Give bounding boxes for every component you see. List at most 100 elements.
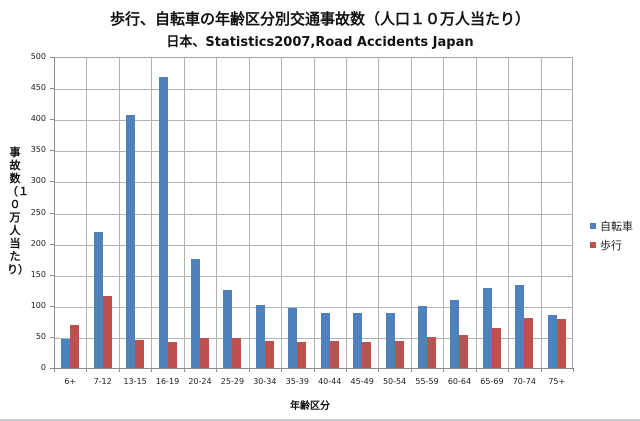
x-axis bbox=[50, 368, 573, 369]
gridline-vertical bbox=[443, 58, 445, 369]
y-tick-label: 50 bbox=[35, 331, 46, 341]
gridline-vertical bbox=[151, 58, 153, 369]
y-tick-label: 150 bbox=[30, 269, 46, 279]
y-tick-label: 350 bbox=[30, 145, 46, 155]
x-tick-mark bbox=[118, 368, 120, 372]
bar-bicycle bbox=[255, 305, 265, 368]
bar-pedestrian bbox=[135, 340, 145, 368]
x-tick-label: 16-19 bbox=[155, 377, 180, 386]
bar-bicycle bbox=[288, 307, 298, 368]
legend-item-bicycle: 自転車 bbox=[590, 216, 633, 235]
y-tick-mark bbox=[50, 119, 54, 121]
y-tick-label: 250 bbox=[30, 207, 46, 217]
bar-pedestrian bbox=[427, 336, 437, 368]
y-tick-mark bbox=[50, 305, 54, 307]
bar-pedestrian bbox=[491, 328, 501, 368]
bar-bicycle bbox=[190, 259, 200, 368]
x-tick-mark bbox=[248, 368, 250, 372]
bar-pedestrian bbox=[362, 341, 372, 368]
x-tick-label: 20-24 bbox=[188, 377, 212, 386]
x-tick-mark bbox=[151, 368, 153, 372]
gridline-vertical bbox=[475, 58, 477, 369]
y-tick-mark bbox=[50, 150, 54, 152]
chart-title: 歩行、自転車の年齢区分別交通事故数（人口１０万人当たり） bbox=[109, 10, 530, 28]
bar-pedestrian bbox=[199, 337, 209, 368]
gridline-vertical bbox=[281, 58, 283, 369]
x-tick-mark bbox=[573, 368, 574, 372]
bar-bicycle bbox=[61, 339, 71, 368]
x-tick-mark bbox=[183, 368, 185, 372]
x-tick-mark bbox=[281, 368, 283, 372]
y-tick-mark bbox=[50, 181, 54, 183]
x-tick-mark bbox=[443, 368, 445, 372]
bar-pedestrian bbox=[556, 318, 566, 368]
x-tick-label: 75+ bbox=[548, 377, 566, 386]
bar-pedestrian bbox=[102, 295, 112, 368]
x-tick-mark bbox=[216, 368, 218, 372]
gridline-vertical bbox=[183, 58, 185, 369]
x-tick-mark bbox=[475, 368, 477, 372]
y-tick-label: 100 bbox=[30, 300, 46, 310]
bar-bicycle bbox=[450, 299, 460, 368]
bar-pedestrian bbox=[232, 338, 242, 368]
bar-bicycle bbox=[93, 231, 103, 368]
x-axis-label: 年齢区分 bbox=[290, 401, 330, 412]
x-tick-label: 30-34 bbox=[253, 377, 277, 386]
x-tick-mark bbox=[540, 368, 542, 372]
gridline-vertical bbox=[540, 58, 542, 369]
x-tick-mark bbox=[508, 368, 510, 372]
legend-swatch-icon bbox=[590, 222, 596, 229]
chart-subtitle: 日本、Statistics2007,Road Accidents Japan bbox=[166, 35, 474, 50]
gridline-vertical bbox=[216, 58, 218, 369]
y-tick-mark bbox=[50, 88, 54, 90]
gridline-vertical bbox=[313, 58, 315, 369]
gridline-vertical bbox=[508, 58, 510, 369]
x-tick-label: 65-69 bbox=[480, 377, 504, 386]
bar-bicycle bbox=[418, 306, 428, 368]
bar-bicycle bbox=[158, 76, 168, 368]
bar-bicycle bbox=[126, 114, 136, 368]
x-tick-label: 6+ bbox=[64, 377, 77, 386]
x-tick-label: 25-29 bbox=[220, 377, 245, 386]
x-tick-mark bbox=[345, 368, 347, 372]
x-tick-label: 60-64 bbox=[447, 377, 472, 386]
bar-pedestrian bbox=[70, 325, 80, 368]
y-axis bbox=[54, 57, 55, 369]
y-tick-label: 500 bbox=[30, 52, 46, 61]
gridline-vertical bbox=[248, 58, 250, 369]
gridline-vertical bbox=[410, 58, 412, 369]
x-tick-label: 35-39 bbox=[285, 377, 309, 386]
x-tick-label: 13-15 bbox=[123, 377, 147, 386]
x-tick-mark bbox=[378, 368, 380, 372]
legend-label: 自転車 bbox=[600, 219, 633, 233]
bar-pedestrian bbox=[297, 341, 307, 368]
gridline-vertical bbox=[86, 58, 88, 369]
gridline-vertical bbox=[378, 58, 380, 369]
y-tick-mark bbox=[50, 274, 54, 276]
legend: 自転車 歩行 bbox=[590, 216, 633, 254]
y-tick-label: 0 bbox=[40, 363, 46, 372]
bar-pedestrian bbox=[329, 340, 339, 368]
bar-pedestrian bbox=[459, 335, 469, 368]
bar-bicycle bbox=[320, 313, 330, 368]
bar-pedestrian bbox=[394, 340, 404, 368]
y-tick-mark bbox=[50, 336, 54, 338]
y-tick-mark bbox=[50, 368, 54, 369]
y-tick-label: 400 bbox=[30, 114, 46, 124]
plot-area bbox=[54, 57, 573, 369]
bar-bicycle bbox=[547, 314, 557, 368]
x-tick-mark bbox=[54, 368, 55, 372]
bar-bicycle bbox=[385, 313, 395, 368]
y-tick-mark bbox=[50, 243, 54, 245]
x-tick-label: 70-74 bbox=[512, 377, 536, 386]
x-tick-mark bbox=[86, 368, 88, 372]
gridline-vertical bbox=[118, 58, 120, 369]
x-tick-mark bbox=[313, 368, 315, 372]
bar-bicycle bbox=[223, 289, 233, 368]
legend-item-pedestrian: 歩行 bbox=[590, 235, 633, 254]
y-tick-mark bbox=[50, 57, 54, 58]
x-tick-mark bbox=[410, 368, 412, 372]
x-tick-label: 7-12 bbox=[93, 377, 112, 386]
legend-swatch-icon bbox=[590, 241, 596, 248]
